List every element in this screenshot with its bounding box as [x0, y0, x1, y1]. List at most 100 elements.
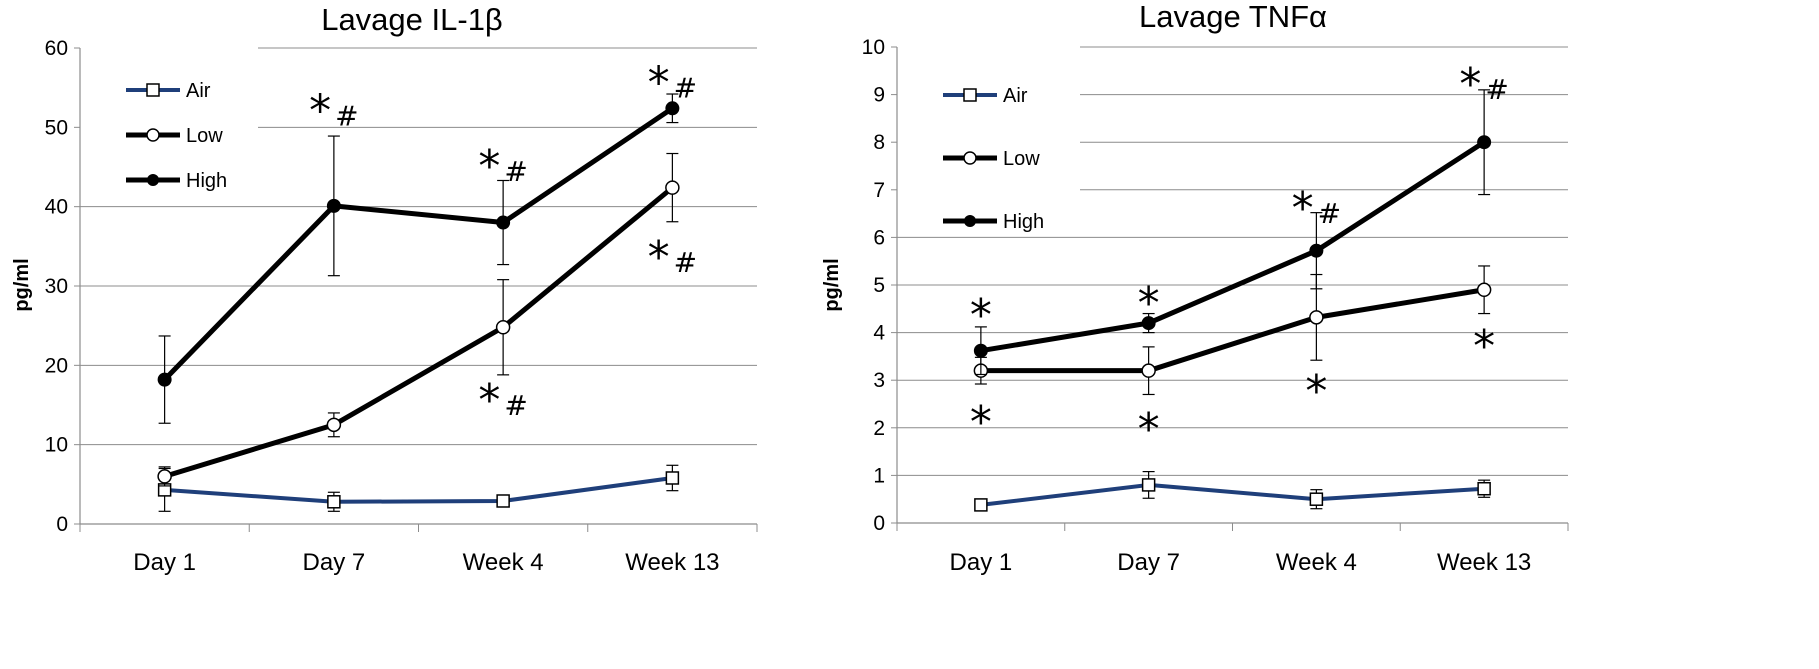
y-axis-label: pg/ml — [11, 258, 33, 311]
legend-marker — [146, 128, 160, 142]
y-tick-label: 20 — [45, 354, 68, 377]
data-point — [1309, 492, 1324, 506]
asterisk-mark: * — [970, 290, 992, 341]
series-line — [162, 106, 674, 382]
hash-mark: # — [674, 72, 697, 105]
data-point — [665, 101, 680, 116]
y-tick-label: 4 — [873, 322, 885, 345]
asterisk-mark: * — [970, 397, 992, 448]
y-tick-label: 50 — [45, 116, 68, 139]
data-point — [496, 494, 510, 508]
y-tick-label: 2 — [873, 417, 885, 440]
legend-marker — [964, 215, 976, 227]
asterisk-mark: * — [648, 232, 670, 283]
y-tick-label: 3 — [873, 369, 885, 392]
significance-annotation: * — [970, 290, 992, 341]
legend-marker — [147, 174, 159, 186]
hash-mark: # — [504, 389, 527, 422]
chart-title: Lavage IL-1β — [321, 2, 503, 37]
data-point — [1141, 363, 1156, 378]
data-point — [665, 471, 680, 485]
series-line — [164, 476, 673, 504]
y-tick-label: 9 — [873, 84, 885, 107]
legend-marker — [963, 151, 977, 165]
significance-annotation: * # — [478, 375, 527, 426]
significance-annotation: * — [1138, 278, 1160, 329]
x-tick-label: Week 4 — [1276, 549, 1357, 576]
hash-mark: # — [335, 99, 358, 132]
legend-label: Low — [186, 125, 223, 147]
asterisk-mark: * — [478, 141, 500, 192]
significance-annotation: * # — [648, 232, 697, 283]
asterisk-mark: * — [478, 375, 500, 426]
asterisk-mark: * — [1138, 404, 1160, 455]
series-line — [980, 140, 1486, 354]
hash-mark: # — [1485, 73, 1508, 106]
data-point — [1477, 481, 1491, 496]
data-point — [327, 495, 341, 509]
hash-mark: # — [1318, 197, 1341, 230]
hash-mark: # — [504, 155, 527, 188]
y-axis-label: pg/ml — [821, 258, 843, 311]
legend-label: High — [1003, 211, 1044, 233]
significance-annotation: * — [1473, 321, 1495, 372]
chart-1: Lavage IL-1β pg/ml 0 10 20 30 40 50 60 Day 1 Day 7… — [11, 2, 758, 576]
data-point — [974, 498, 988, 512]
legend-label: Air — [1003, 85, 1028, 107]
data-point — [496, 215, 511, 230]
significance-annotation: * # — [309, 85, 358, 136]
data-point — [157, 372, 172, 387]
asterisk-mark: * — [309, 85, 331, 136]
significance-annotation: * # — [648, 58, 697, 109]
data-point — [326, 417, 342, 433]
y-tick-label: 5 — [873, 274, 885, 297]
significance-annotation: * # — [478, 141, 527, 192]
legend-item-low: Low — [126, 125, 223, 147]
asterisk-mark: * — [1138, 278, 1160, 329]
series-low — [157, 152, 680, 487]
data-point — [973, 343, 988, 358]
y-tick-label: 6 — [873, 226, 885, 249]
series-high — [973, 89, 1492, 376]
data-point — [665, 180, 680, 195]
y-tick-label: 40 — [45, 196, 68, 219]
data-point — [326, 198, 341, 213]
data-point — [1309, 310, 1324, 325]
series-line — [980, 287, 1485, 374]
legend-item-high: High — [943, 211, 1044, 233]
chart-title: Lavage TNFα — [1139, 0, 1327, 34]
data-point — [1477, 135, 1492, 150]
significance-annotation: * — [1138, 404, 1160, 455]
significance-annotation: * — [1305, 366, 1327, 417]
legend-marker — [146, 83, 160, 97]
chart-2: Lavage TNFα pg/ml 0 1 2 3 4 5 6 7 8 9 10 Day 1 Day 7 We… — [821, 0, 1569, 576]
x-tick-label: Day 7 — [303, 549, 366, 576]
data-point — [1141, 478, 1156, 492]
data-point — [1309, 243, 1324, 258]
y-tick-label: 10 — [862, 36, 885, 59]
asterisk-mark: * — [648, 58, 670, 109]
legend-item-low: Low — [943, 148, 1040, 170]
legend-item-air: Air — [126, 80, 211, 102]
series-high — [157, 93, 680, 424]
legend-item-air: Air — [943, 85, 1028, 107]
x-tick-label: Week 4 — [463, 549, 544, 576]
series-line — [163, 185, 674, 479]
asterisk-mark: * — [1292, 183, 1314, 234]
y-tick-label: 8 — [873, 131, 885, 154]
legend-label: High — [186, 170, 227, 192]
y-tick-label: 60 — [45, 37, 68, 60]
y-tick-label: 0 — [56, 513, 68, 536]
legend-item-high: High — [126, 170, 227, 192]
x-tick-label: Week 13 — [625, 549, 719, 576]
y-tick-label: 30 — [45, 275, 68, 298]
series-air — [974, 470, 1491, 512]
significance-annotation: * — [970, 397, 992, 448]
data-point — [495, 320, 511, 335]
x-tick-label: Week 13 — [1437, 549, 1531, 576]
y-tick-label: 7 — [873, 179, 885, 202]
x-tick-label: Day 1 — [950, 549, 1013, 576]
x-tick-label: Day 7 — [1117, 549, 1180, 576]
y-tick-label: 1 — [873, 464, 885, 487]
